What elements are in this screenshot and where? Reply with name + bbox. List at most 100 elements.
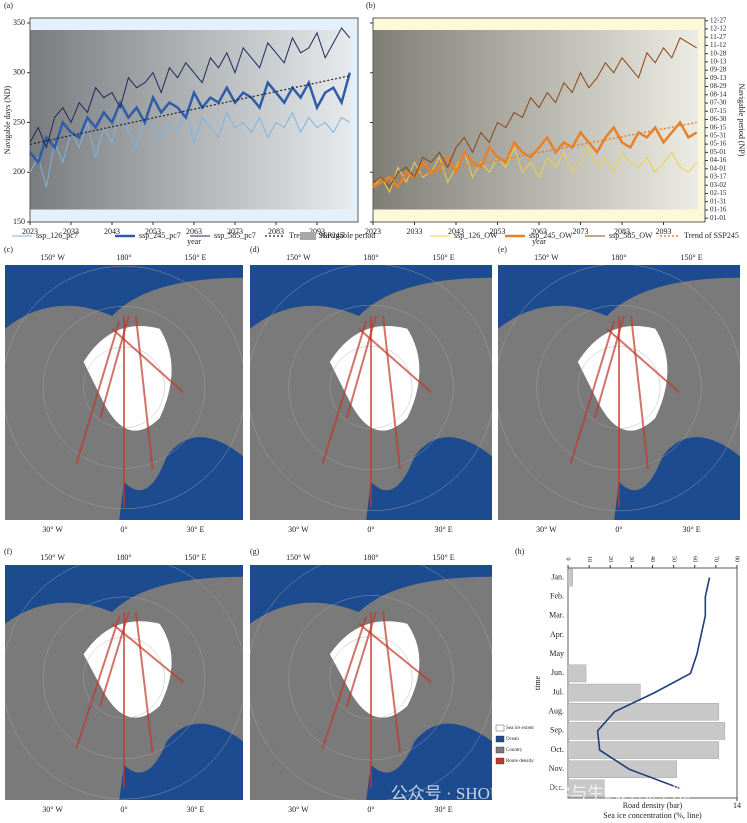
- bar: [567, 760, 677, 778]
- x-tick-label: 2063: [186, 227, 202, 236]
- x2-axis-title: Sea ice concentration (%, line): [603, 811, 702, 820]
- panel-label: (h): [515, 547, 525, 556]
- x-axis-title: year: [532, 237, 546, 246]
- series-line: [29, 75, 350, 145]
- navigable-period-band: [373, 30, 699, 210]
- sea-ice: [577, 325, 668, 431]
- lon-label: 0°: [615, 525, 622, 534]
- lon-label: 150° E: [184, 553, 206, 562]
- route: [630, 315, 650, 470]
- lon-label: 180°: [116, 553, 131, 562]
- x2-tick-label: 10: [586, 556, 592, 562]
- y2-tick-label: 10-13: [710, 57, 727, 65]
- sea-ice: [329, 621, 420, 718]
- y-tick-label: Jun.: [551, 668, 564, 677]
- bar: [567, 683, 641, 702]
- legend-swatch: [300, 232, 316, 240]
- lon-label: 0°: [120, 525, 127, 534]
- y-tick-label: Feb.: [550, 592, 564, 601]
- legend-swatch: [495, 757, 505, 765]
- bar: [567, 722, 726, 740]
- x-tick-label: 2043: [448, 227, 464, 236]
- x-tick-label: 2053: [490, 227, 506, 236]
- y2-axis-title: Navigable period (NP): [737, 84, 746, 157]
- y-tick-label: Oct.: [550, 745, 564, 754]
- map: [250, 265, 492, 520]
- legend-swatch: [495, 724, 505, 732]
- y-tick-label: Aug.: [548, 707, 564, 716]
- panel-label: (d): [250, 245, 260, 254]
- x-tick-label: 2033: [407, 227, 423, 236]
- lon-label: 180°: [116, 253, 131, 262]
- legend-label: ssp_126_OW: [454, 231, 498, 240]
- y2-tick-label: 10-28: [710, 49, 727, 57]
- x-tick-label: 2063: [531, 227, 547, 236]
- x-tick-label: 2023: [365, 227, 381, 236]
- legend-label: Ocean: [506, 737, 519, 742]
- y-tick-label: Jan.: [551, 572, 564, 581]
- lon-label: 0°: [367, 525, 374, 534]
- y-tick-label: Nov.: [549, 764, 564, 773]
- route: [111, 328, 185, 394]
- series-line: [29, 72, 352, 165]
- route: [321, 320, 368, 465]
- lon-label: 150° W: [286, 253, 311, 262]
- legend-label: Route density: [506, 759, 534, 764]
- y2-tick-label: 05-31: [710, 132, 727, 140]
- sea-ice: [83, 621, 172, 718]
- lon-label: 0°: [367, 805, 374, 814]
- route: [345, 315, 377, 419]
- y2-tick-label: 02-15: [710, 189, 727, 197]
- y2-tick-label: 07-15: [710, 107, 727, 115]
- legend-label: ssp_245_pc7: [139, 231, 181, 240]
- panel-label: (c): [4, 245, 13, 254]
- y2-tick-label: 08-29: [710, 82, 727, 90]
- y2-tick-label: 04-01: [710, 164, 727, 172]
- lon-label: 30° W: [288, 805, 309, 814]
- y2-tick-label: 01-16: [710, 206, 727, 214]
- x2-tick-label: 50: [670, 556, 676, 562]
- bar: [567, 568, 573, 587]
- legend-label: ssp_585_pc7: [214, 231, 256, 240]
- x2-tick-label: 40: [649, 556, 655, 562]
- navigable-period-band: [30, 30, 352, 210]
- x-tick-label: 2093: [656, 227, 672, 236]
- y-tick-label: Sep.: [550, 726, 564, 735]
- graticule: [5, 565, 243, 800]
- y2-tick-label: 11-27: [710, 33, 727, 41]
- legend-label: Country: [506, 748, 523, 753]
- bar: [567, 741, 720, 759]
- series-line: [372, 145, 698, 194]
- greenland: [546, 382, 590, 447]
- legend-label: ssp_245_OW: [529, 231, 573, 240]
- panel-label: (f): [4, 547, 12, 556]
- y2-tick-label: 01-31: [710, 197, 727, 205]
- y-tick-label: Dec.: [549, 783, 564, 792]
- y2-tick-label: 06-30: [710, 115, 727, 123]
- x-tick-label: 2073: [227, 227, 243, 236]
- y2-tick-label: 12-12: [710, 25, 727, 33]
- route: [358, 622, 433, 684]
- bar: [567, 779, 605, 798]
- route: [382, 611, 402, 754]
- lon-label: 180°: [611, 253, 626, 262]
- route: [99, 611, 130, 707]
- lon-label: 30° E: [683, 525, 701, 534]
- route: [134, 611, 154, 754]
- map: [5, 565, 243, 800]
- x2-tick-label: 70: [713, 556, 719, 562]
- sea-ice: [329, 325, 420, 431]
- x2-tick-label: 60: [691, 556, 697, 562]
- y2-tick-label: 06-15: [710, 123, 727, 131]
- lon-label: 180°: [363, 253, 378, 262]
- route: [606, 327, 681, 394]
- legend-label: Sea ice extent: [506, 726, 534, 731]
- lon-label: 30° W: [42, 525, 63, 534]
- x-tick-label: 14: [733, 801, 741, 810]
- sea-ice: [83, 325, 172, 431]
- y-axis-title: time: [533, 675, 542, 690]
- x2-tick-label: 80: [734, 556, 740, 562]
- y2-tick-label: 03-02: [710, 181, 727, 189]
- route: [75, 320, 121, 465]
